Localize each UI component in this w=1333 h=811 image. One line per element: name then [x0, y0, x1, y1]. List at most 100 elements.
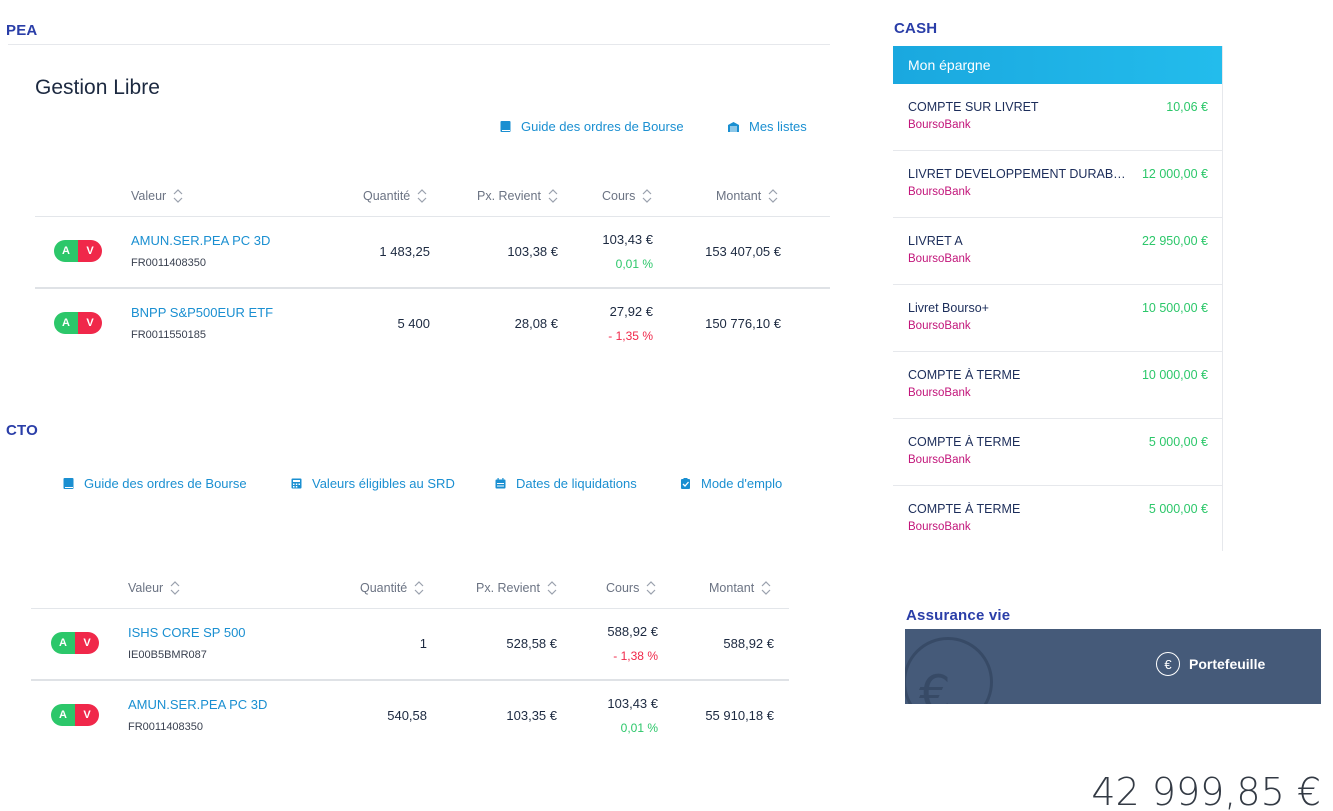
cto-link-valeurs-srd[interactable]: Valeurs éligibles au SRD [290, 476, 455, 491]
valeur-isin: FR0011408350 [131, 257, 207, 269]
px-revient-value: 28,08 € [514, 316, 558, 331]
account-bank: BoursoBank [908, 387, 971, 399]
sort-icon [417, 189, 427, 203]
cash-account-item[interactable]: LIVRET DEVELOPPEMENT DURABLE BoursoBank … [893, 151, 1222, 218]
col-header-px-revient[interactable]: Px. Revient [476, 580, 558, 596]
book-icon [63, 478, 74, 489]
variation-value: - 1,35 % [608, 329, 653, 343]
calendar-icon [495, 478, 506, 489]
col-header-px-revient[interactable]: Px. Revient [477, 188, 559, 204]
account-amount: 10,06 € [1166, 100, 1208, 114]
buy-sell-toggle[interactable]: A V [51, 704, 99, 726]
cash-account-item[interactable]: COMPTE SUR LIVRET BoursoBank 10,06 € [893, 84, 1222, 151]
assurance-vie-title: Assurance vie [906, 607, 1011, 624]
calculator-icon [291, 478, 302, 489]
cash-account-item[interactable]: COMPTE À TERME BoursoBank 10 000,00 € [893, 352, 1222, 419]
valeur-isin: IE00B5BMR087 [128, 649, 207, 661]
variation-value: 0,01 % [620, 721, 658, 735]
buy-sell-toggle[interactable]: A V [54, 312, 102, 334]
sort-icon [548, 189, 558, 203]
account-amount: 5 000,00 € [1148, 502, 1208, 516]
buy-button[interactable]: A [54, 312, 78, 334]
cours-value: 27,92 € [609, 304, 653, 319]
quantite-value: 1 [419, 636, 427, 651]
col-header-valeur[interactable]: Valeur [131, 188, 184, 204]
buy-button[interactable]: A [51, 704, 75, 726]
col-header-cours[interactable]: Cours [602, 188, 653, 204]
col-header-cours[interactable]: Cours [606, 580, 657, 596]
account-name: COMPTE À TERME [908, 502, 1021, 516]
buy-button[interactable]: A [51, 632, 75, 654]
sort-icon [547, 581, 557, 595]
list-icon [728, 122, 739, 132]
montant-value: 588,92 € [723, 636, 774, 651]
cash-account-item[interactable]: COMPTE À TERME BoursoBank 5 000,00 € [893, 419, 1222, 486]
total-amount: 42 999,85 € [1091, 770, 1321, 811]
col-label: Montant [709, 581, 755, 595]
euro-watermark-icon [905, 637, 993, 704]
valeur-name-link[interactable]: ISHS CORE SP 500 [128, 625, 246, 640]
col-header-montant[interactable]: Montant [709, 580, 772, 596]
table-divider [31, 608, 789, 609]
pea-link-mes-listes[interactable]: Mes listes [727, 119, 807, 134]
cto-section-title: CTO [6, 422, 38, 439]
assurance-vie-banner[interactable]: € € Portefeuille [905, 629, 1321, 704]
col-label: Px. Revient [477, 189, 541, 203]
col-label: Montant [716, 189, 762, 203]
portefeuille-label: Portefeuille [1189, 656, 1266, 672]
cash-account-item[interactable]: Livret Bourso+ BoursoBank 10 500,00 € [893, 285, 1222, 352]
sell-button[interactable]: V [75, 632, 99, 654]
valeur-name-link[interactable]: BNPP S&P500EUR ETF [131, 305, 274, 320]
variation-value: - 1,38 % [613, 649, 658, 663]
quantite-value: 540,58 [387, 708, 427, 723]
col-header-valeur[interactable]: Valeur [128, 580, 181, 596]
buy-sell-toggle[interactable]: A V [54, 240, 102, 262]
pea-link-guide-ordres[interactable]: Guide des ordres de Bourse [499, 119, 684, 134]
valeur-name-link[interactable]: AMUN.SER.PEA PC 3D [128, 697, 268, 712]
book-icon [500, 121, 511, 132]
cash-section-title: CASH [894, 20, 938, 37]
pea-subtitle: Gestion Libre [35, 76, 160, 99]
account-name: COMPTE À TERME [908, 435, 1021, 449]
col-header-quantite[interactable]: Quantité [360, 580, 425, 596]
cto-link-dates-liquidations[interactable]: Dates de liquidations [494, 476, 637, 491]
valeur-name-link[interactable]: AMUN.SER.PEA PC 3D [131, 233, 271, 248]
account-bank: BoursoBank [908, 454, 971, 466]
account-bank: BoursoBank [908, 119, 971, 131]
sell-button[interactable]: V [75, 704, 99, 726]
sort-icon [642, 189, 652, 203]
cash-panel: Mon épargne COMPTE SUR LIVRET BoursoBank… [893, 46, 1223, 551]
buy-button[interactable]: A [54, 240, 78, 262]
account-bank: BoursoBank [908, 320, 971, 332]
sort-icon [646, 581, 656, 595]
cto-link-mode-emploi[interactable]: Mode d'emplo [679, 476, 790, 491]
sell-button[interactable]: V [78, 240, 102, 262]
buy-sell-toggle[interactable]: A V [51, 632, 99, 654]
col-header-montant[interactable]: Montant [716, 188, 779, 204]
sell-button[interactable]: V [78, 312, 102, 334]
valeur-isin: FR0011408350 [128, 721, 204, 733]
euro-circle-icon: € [1156, 652, 1180, 676]
cours-value: 103,43 € [602, 232, 653, 247]
sort-icon [768, 189, 778, 203]
sort-icon [414, 581, 424, 595]
cash-panel-header: Mon épargne [893, 46, 1222, 84]
col-label: Quantité [360, 581, 408, 595]
account-amount: 10 000,00 € [1141, 368, 1208, 382]
montant-value: 150 776,10 € [705, 316, 781, 331]
account-bank: BoursoBank [908, 521, 971, 533]
col-header-quantite[interactable]: Quantité [363, 188, 428, 204]
account-bank: BoursoBank [908, 186, 971, 198]
sort-icon [173, 189, 183, 203]
account-amount: 22 950,00 € [1141, 234, 1208, 248]
pea-section-title: PEA [6, 22, 38, 39]
cto-link-guide-ordres[interactable]: Guide des ordres de Bourse [62, 476, 247, 491]
portefeuille-button[interactable]: € Portefeuille [1156, 652, 1265, 676]
col-label: Valeur [128, 581, 164, 595]
cash-account-item[interactable]: COMPTE À TERME BoursoBank 5 000,00 € [893, 486, 1222, 553]
clipboard-icon [681, 478, 690, 489]
quantite-value: 1 483,25 [379, 244, 430, 259]
account-name: LIVRET DEVELOPPEMENT DURABLE [908, 167, 1126, 181]
col-label: Px. Revient [476, 581, 540, 595]
cash-account-item[interactable]: LIVRET A BoursoBank 22 950,00 € [893, 218, 1222, 285]
